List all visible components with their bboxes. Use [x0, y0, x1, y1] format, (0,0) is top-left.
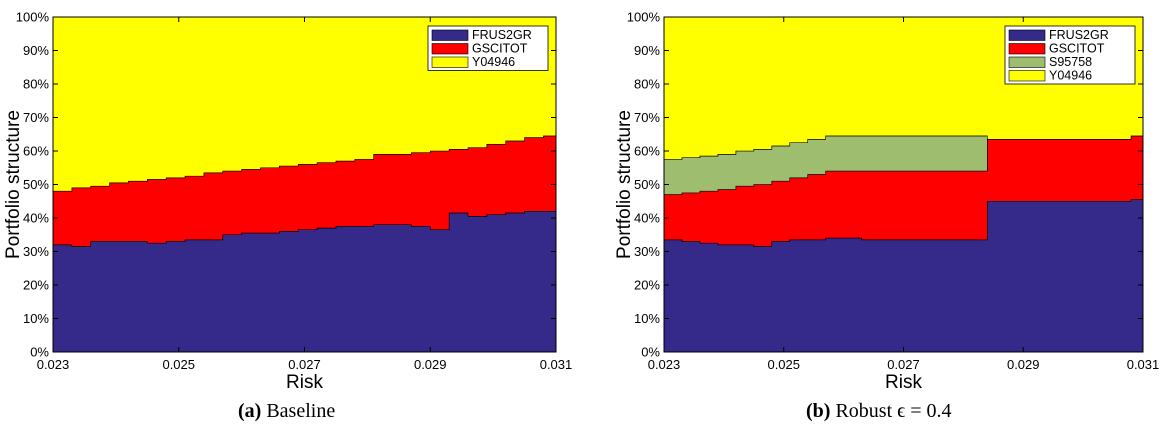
x-tick-label: 0.023 — [648, 357, 681, 372]
y-tick-label: 20% — [634, 278, 660, 293]
caption-b: (b) Robust ϵ = 0.4 — [806, 400, 952, 423]
legend-label-s95758: S95758 — [1049, 55, 1092, 69]
x-tick-label: 0.029 — [414, 357, 447, 372]
legend-label-y04946: Y04946 — [472, 55, 515, 69]
y-tick-label: 70% — [634, 110, 660, 125]
legend-label-frus2gr: FRUS2GR — [1049, 28, 1109, 42]
y-tick-label: 50% — [23, 177, 49, 192]
x-tick-label: 0.029 — [1007, 357, 1040, 372]
legend-swatch-gscitot — [431, 43, 469, 55]
y-tick-label: 40% — [23, 211, 49, 226]
caption-b-label: (b) — [806, 400, 831, 422]
caption-b-text: Robust ϵ = 0.4 — [830, 400, 952, 422]
y-tick-label: 100% — [627, 10, 661, 25]
y-tick-label: 100% — [16, 10, 50, 25]
y-tick-label: 40% — [634, 211, 660, 226]
y-axis-label: Portfolio structure — [614, 110, 635, 259]
caption-a: (a) Baseline — [238, 400, 335, 423]
y-tick-label: 70% — [23, 110, 49, 125]
y-tick-label: 60% — [23, 144, 49, 159]
x-tick-label: 0.031 — [1127, 357, 1160, 372]
y-tick-label: 30% — [634, 244, 660, 259]
chart-panel-a: 0% 10% 20% 30% 40% 50% 60% 70% 80% 90% 100% 0.023 0.… — [3, 10, 572, 394]
x-tick-label: 0.025 — [767, 357, 800, 372]
y-tick-label: 80% — [634, 77, 660, 92]
caption-a-text: Baseline — [261, 400, 336, 422]
y-tick-label: 90% — [23, 43, 49, 58]
x-axis-label: Risk — [885, 372, 922, 393]
x-tick-label: 0.023 — [37, 357, 70, 372]
y-tick-label: 10% — [634, 311, 660, 326]
y-tick-label: 30% — [23, 244, 49, 259]
x-tick-label: 0.027 — [887, 357, 920, 372]
legend-label-gscitot: GSCITOT — [1049, 42, 1105, 56]
y-tick-label: 0% — [30, 345, 49, 360]
y-tick-label: 90% — [634, 43, 660, 58]
y-tick-label: 10% — [23, 311, 49, 326]
legend-swatch-frus2gr — [431, 29, 469, 41]
x-tick-label: 0.025 — [162, 357, 195, 372]
legend-label-frus2gr: FRUS2GR — [472, 28, 532, 42]
legend-label-gscitot: GSCITOT — [472, 42, 528, 56]
x-tick-label: 0.027 — [288, 357, 321, 372]
legend-swatch-frus2gr — [1008, 29, 1046, 41]
legend-label-y04946: Y04946 — [1049, 69, 1092, 83]
legend-swatch-gscitot — [1008, 43, 1046, 55]
x-axis-label: Risk — [286, 372, 323, 393]
chart-panel-b: 0% 10% 20% 30% 40% 50% 60% 70% 80% 90% 100% 0.023 0.… — [614, 10, 1159, 394]
caption-a-label: (a) — [238, 400, 262, 422]
y-tick-label: 0% — [641, 345, 660, 360]
y-tick-label: 20% — [23, 278, 49, 293]
x-tick-label: 0.031 — [540, 357, 573, 372]
y-tick-label: 60% — [634, 144, 660, 159]
legend-swatch-s95758 — [1008, 56, 1046, 68]
legend-swatch-y04946 — [431, 56, 469, 68]
y-tick-label: 50% — [634, 177, 660, 192]
y-axis-label: Portfolio structure — [3, 110, 24, 259]
legend-swatch-y04946 — [1008, 70, 1046, 82]
y-tick-label: 80% — [23, 77, 49, 92]
